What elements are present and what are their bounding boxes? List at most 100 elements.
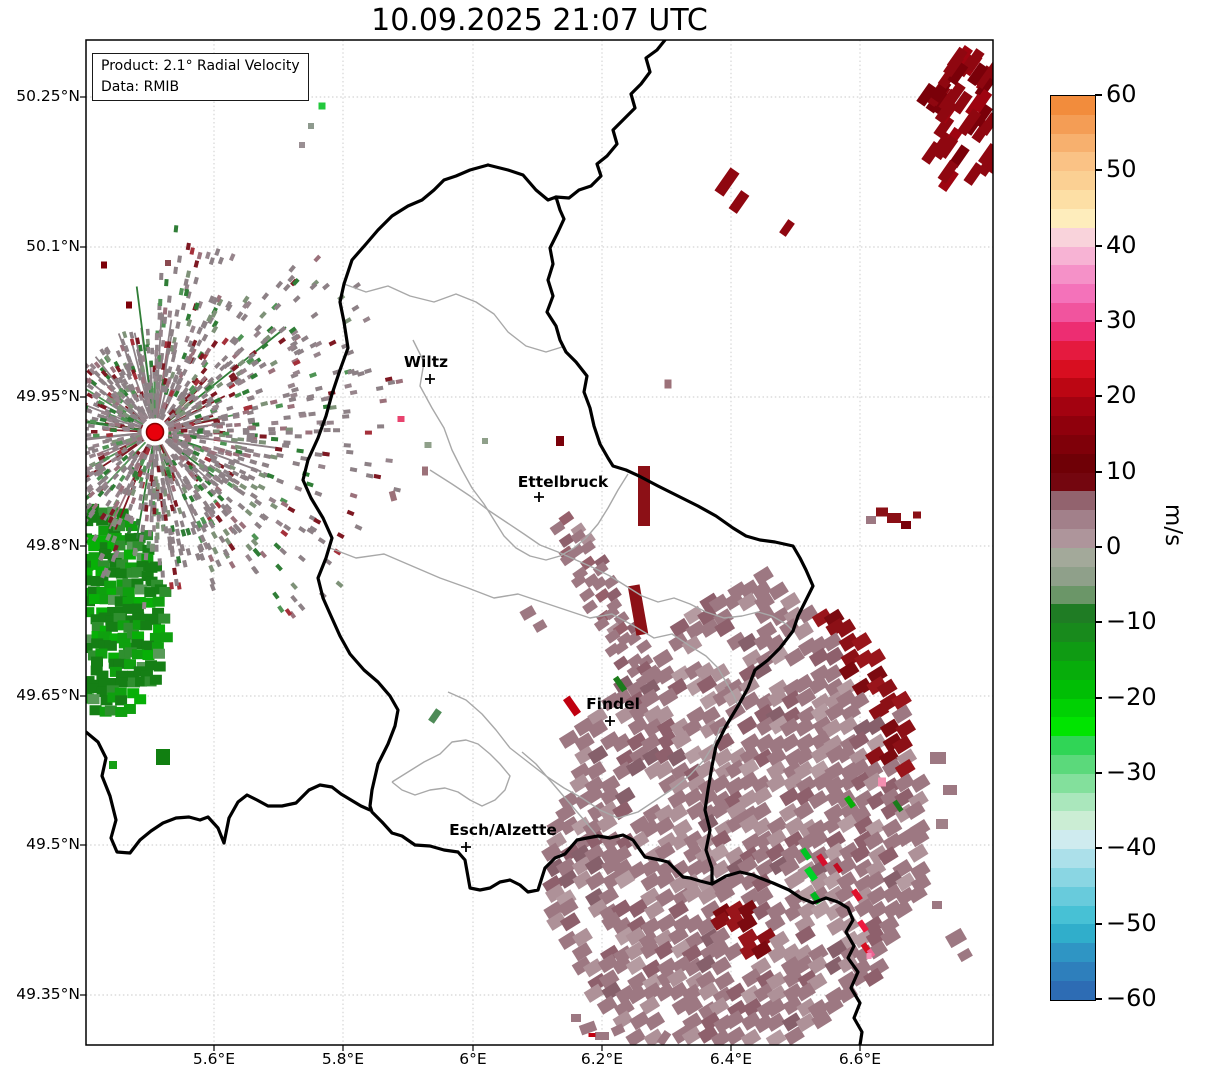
axis-tick-marks — [80, 96, 861, 1051]
radar-site-dot — [145, 422, 165, 442]
colorbar-segment — [1051, 378, 1095, 398]
colorbar-unit-label: m/s — [1160, 503, 1187, 547]
y-tick-label-0: 50.25°N — [16, 87, 80, 105]
colorbar-segment — [1051, 980, 1095, 1000]
product-info-box: Product: 2.1° Radial Velocity Data: RMIB — [92, 53, 309, 102]
colorbar-tick-mark — [1095, 696, 1102, 699]
belgium-germany-border — [554, 40, 667, 200]
colorbar-segment — [1051, 642, 1095, 661]
y-tick-label-2: 49.95°N — [16, 387, 80, 405]
city-marker — [605, 716, 615, 726]
colorbar-segment — [1051, 303, 1095, 322]
colorbar-segment — [1051, 811, 1095, 831]
colorbar-segment — [1051, 510, 1095, 530]
luxembourg-border — [301, 163, 815, 894]
colorbar-tick-label-5: 10 — [1106, 456, 1137, 485]
country-borders — [86, 40, 864, 1045]
colorbar-tick-label-12: −60 — [1106, 984, 1157, 1012]
colorbar-tick-mark — [1095, 847, 1102, 850]
district-borders — [329, 283, 794, 841]
colorbar-segment — [1051, 867, 1095, 887]
colorbar-tick-mark — [1095, 244, 1102, 247]
colorbar-tick-mark — [1095, 546, 1102, 548]
colorbar-tick-mark — [1095, 621, 1102, 624]
colorbar-segment — [1051, 472, 1095, 492]
colorbar-segment — [1051, 491, 1095, 511]
colorbar-tick-label-4: 20 — [1106, 381, 1137, 410]
colorbar-segment — [1051, 849, 1095, 868]
colorbar-segment — [1051, 736, 1095, 755]
colorbar-tick-label-1: 50 — [1106, 155, 1137, 184]
colorbar — [1050, 95, 1096, 1001]
x-tick-label-3: 6.2°E — [580, 1050, 624, 1068]
city-label-esch-alzette: Esch/Alzette — [449, 821, 557, 839]
y-tick-label-5: 49.5°N — [26, 835, 80, 853]
ettelbruck-velocity-arm — [549, 510, 665, 699]
colorbar-segment — [1051, 265, 1095, 285]
y-tick-label-3: 49.8°N — [26, 536, 80, 554]
figure-title: 10.09.2025 21:07 UTC — [371, 3, 708, 38]
data-source-label: Data: RMIB — [101, 78, 180, 95]
colorbar-segment — [1051, 566, 1095, 586]
colorbar-segment — [1051, 190, 1095, 209]
colorbar-segment — [1051, 171, 1095, 191]
colorbar-segment — [1051, 905, 1095, 925]
colorbar-tick-label-9: −30 — [1106, 758, 1157, 786]
y-tick-label-1: 50.1°N — [26, 237, 80, 255]
colorbar-tick-label-0: 60 — [1106, 80, 1137, 108]
france-germany-border — [710, 870, 864, 1045]
colorbar-segment — [1051, 340, 1095, 360]
colorbar-tick-label-6: 0 — [1106, 532, 1122, 560]
colorbar-segment — [1051, 585, 1095, 605]
colorbar-segment — [1051, 924, 1095, 944]
colorbar-tick-mark — [1095, 320, 1102, 322]
x-tick-label-4: 6.4°E — [709, 1050, 753, 1068]
colorbar-segment — [1051, 679, 1095, 699]
colorbar-segment — [1051, 660, 1095, 680]
colorbar-segment — [1051, 830, 1095, 850]
colorbar-tick-mark — [1095, 395, 1102, 398]
colorbar-segment — [1051, 623, 1095, 643]
city-marker — [534, 492, 544, 502]
city-label-wiltz: Wiltz — [403, 353, 449, 371]
isolated-echo-dots — [101, 102, 973, 1045]
colorbar-tick-mark — [1095, 998, 1102, 1000]
colorbar-segment — [1051, 754, 1095, 774]
product-label: Product: 2.1° Radial Velocity — [101, 58, 300, 74]
colorbar-segment — [1051, 604, 1095, 624]
france-belgium-border — [86, 730, 372, 855]
colorbar-segment — [1051, 397, 1095, 417]
colorbar-segment — [1051, 152, 1095, 172]
colorbar-segment — [1051, 962, 1095, 981]
colorbar-tick-mark — [1095, 470, 1102, 473]
colorbar-segment — [1051, 114, 1095, 134]
y-tick-label-6: 49.35°N — [16, 985, 80, 1003]
colorbar-tick-mark — [1095, 169, 1102, 172]
colorbar-segment — [1051, 208, 1095, 228]
colorbar-segment — [1051, 453, 1095, 473]
plot-area — [86, 40, 993, 1045]
colorbar-tick-label-8: −20 — [1106, 682, 1157, 711]
colorbar-segment — [1051, 717, 1095, 737]
city-markers — [425, 374, 615, 852]
southeast-precipitation-area — [541, 566, 932, 1045]
x-tick-label-5: 6.6°E — [838, 1050, 882, 1068]
colorbar-segment — [1051, 943, 1095, 963]
y-tick-label-4: 49.65°N — [16, 686, 80, 704]
colorbar-tick-label-7: −10 — [1106, 607, 1157, 636]
colorbar-segment — [1051, 529, 1095, 548]
colorbar-segment — [1051, 321, 1095, 341]
x-tick-label-0: 5.6°E — [192, 1050, 236, 1068]
colorbar-tick-label-3: 30 — [1106, 306, 1137, 334]
colorbar-segment — [1051, 416, 1095, 435]
colorbar-segment — [1051, 792, 1095, 812]
x-tick-label-1: 5.8°E — [321, 1050, 365, 1068]
colorbar-segment — [1051, 96, 1095, 115]
colorbar-tick-mark — [1095, 922, 1102, 925]
city-label-findel: Findel — [586, 695, 640, 713]
colorbar-segment — [1051, 284, 1095, 304]
colorbar-tick-label-2: 40 — [1106, 230, 1137, 259]
colorbar-segment — [1051, 227, 1095, 247]
